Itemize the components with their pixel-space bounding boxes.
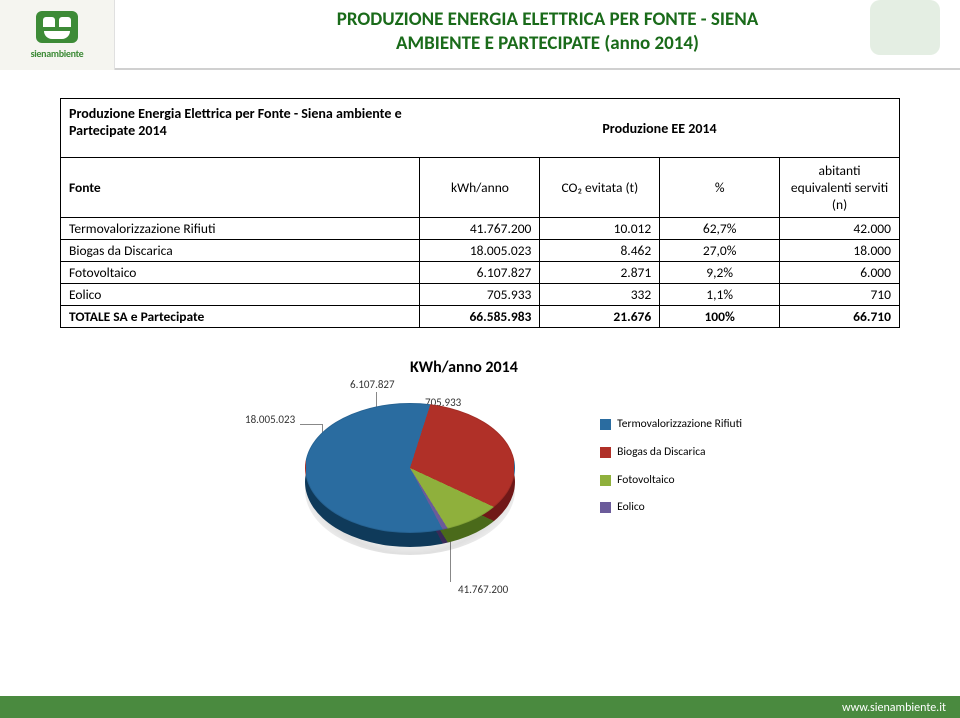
cell-pct: 1,1% bbox=[660, 284, 780, 306]
production-table: Produzione Energia Elettrica per Fonte -… bbox=[60, 98, 900, 328]
legend-swatch-icon bbox=[600, 502, 611, 513]
group-header: Produzione EE 2014 bbox=[420, 99, 900, 158]
legend-item: Eolico bbox=[600, 501, 742, 515]
col-fonte: Fonte bbox=[61, 158, 420, 218]
chart-title: KWh/anno 2014 bbox=[410, 358, 518, 377]
chart-legend: Termovalorizzazione Rifiuti Biogas da Di… bbox=[600, 418, 742, 529]
cell-ab: 18.000 bbox=[780, 240, 900, 262]
table-caption: Produzione Energia Elettrica per Fonte -… bbox=[61, 99, 420, 158]
cell-fonte: Eolico bbox=[61, 284, 420, 306]
legend-label: Fotovoltaico bbox=[617, 474, 674, 488]
logo-text: sienambiente bbox=[31, 47, 84, 60]
legend-item: Fotovoltaico bbox=[600, 474, 742, 488]
cell-pct: 100% bbox=[660, 306, 780, 328]
table-row: Eolico 705.933 332 1,1% 710 bbox=[61, 284, 900, 306]
table-row: Biogas da Discarica 18.005.023 8.462 27,… bbox=[61, 240, 900, 262]
legend-label: Biogas da Discarica bbox=[617, 446, 705, 460]
legend-swatch-icon bbox=[600, 447, 611, 458]
table-row: Termovalorizzazione Rifiuti 41.767.200 1… bbox=[61, 218, 900, 240]
legend-swatch-icon bbox=[600, 419, 611, 430]
callout-fotovoltaico: 6.107.827 bbox=[350, 378, 395, 391]
caption-line-1: Produzione Energia Elettrica per Fonte -… bbox=[69, 105, 402, 122]
legend-item: Termovalorizzazione Rifiuti bbox=[600, 418, 742, 432]
cell-kwh: 18.005.023 bbox=[420, 240, 540, 262]
cell-co2: 2.871 bbox=[540, 262, 660, 284]
title-block: PRODUZIONE ENERGIA ELETTRICA PER FONTE -… bbox=[115, 0, 960, 56]
caption-line-2: Partecipate 2014 bbox=[69, 122, 167, 139]
cell-kwh: 41.767.200 bbox=[420, 218, 540, 240]
legend-label: Termovalorizzazione Rifiuti bbox=[617, 418, 742, 432]
cell-ab: 66.710 bbox=[780, 306, 900, 328]
cell-kwh: 705.933 bbox=[420, 284, 540, 306]
footer-url: www.sienambiente.it bbox=[842, 701, 946, 715]
cell-fonte: Fotovoltaico bbox=[61, 262, 420, 284]
cell-ab: 42.000 bbox=[780, 218, 900, 240]
callout-termo: 41.767.200 bbox=[458, 583, 508, 596]
title-line-1: PRODUZIONE ENERGIA ELETTRICA PER FONTE -… bbox=[145, 8, 950, 32]
brand-logo: sienambiente bbox=[0, 0, 115, 70]
slide-header: sienambiente PRODUZIONE ENERGIA ELETTRIC… bbox=[0, 0, 960, 70]
cell-co2: 21.676 bbox=[540, 306, 660, 328]
callout-line bbox=[300, 424, 322, 425]
cell-co2: 10.012 bbox=[540, 218, 660, 240]
kwh-pie-chart: KWh/anno 2014 6.107.827 705.933 18.005.0… bbox=[200, 358, 760, 638]
cell-fonte: TOTALE SA e Partecipate bbox=[61, 306, 420, 328]
legend-label: Eolico bbox=[617, 501, 645, 515]
col-co2: CO₂ evitata (t) bbox=[540, 158, 660, 218]
logo-icon bbox=[36, 11, 78, 43]
cell-ab: 710 bbox=[780, 284, 900, 306]
cell-fonte: Biogas da Discarica bbox=[61, 240, 420, 262]
col-ab: abitanti equivalenti serviti (n) bbox=[780, 158, 900, 218]
col-pct: % bbox=[660, 158, 780, 218]
cell-co2: 8.462 bbox=[540, 240, 660, 262]
cell-fonte: Termovalorizzazione Rifiuti bbox=[61, 218, 420, 240]
pie-top bbox=[305, 403, 515, 533]
cell-ab: 6.000 bbox=[780, 262, 900, 284]
cell-pct: 9,2% bbox=[660, 262, 780, 284]
callout-biogas: 18.005.023 bbox=[245, 413, 295, 426]
cell-kwh: 66.585.983 bbox=[420, 306, 540, 328]
slide-content: Produzione Energia Elettrica per Fonte -… bbox=[0, 70, 960, 638]
cell-co2: 332 bbox=[540, 284, 660, 306]
slide-footer: www.sienambiente.it bbox=[0, 696, 960, 718]
legend-swatch-icon bbox=[600, 475, 611, 486]
col-kwh: kWh/anno bbox=[420, 158, 540, 218]
cell-kwh: 6.107.827 bbox=[420, 262, 540, 284]
legend-item: Biogas da Discarica bbox=[600, 446, 742, 460]
table-row: Fotovoltaico 6.107.827 2.871 9,2% 6.000 bbox=[61, 262, 900, 284]
watermark-icon bbox=[860, 0, 950, 75]
title-line-2: AMBIENTE E PARTECIPATE (anno 2014) bbox=[145, 32, 950, 56]
cell-pct: 27,0% bbox=[660, 240, 780, 262]
table-row-total: TOTALE SA e Partecipate 66.585.983 21.67… bbox=[61, 306, 900, 328]
cell-pct: 62,7% bbox=[660, 218, 780, 240]
